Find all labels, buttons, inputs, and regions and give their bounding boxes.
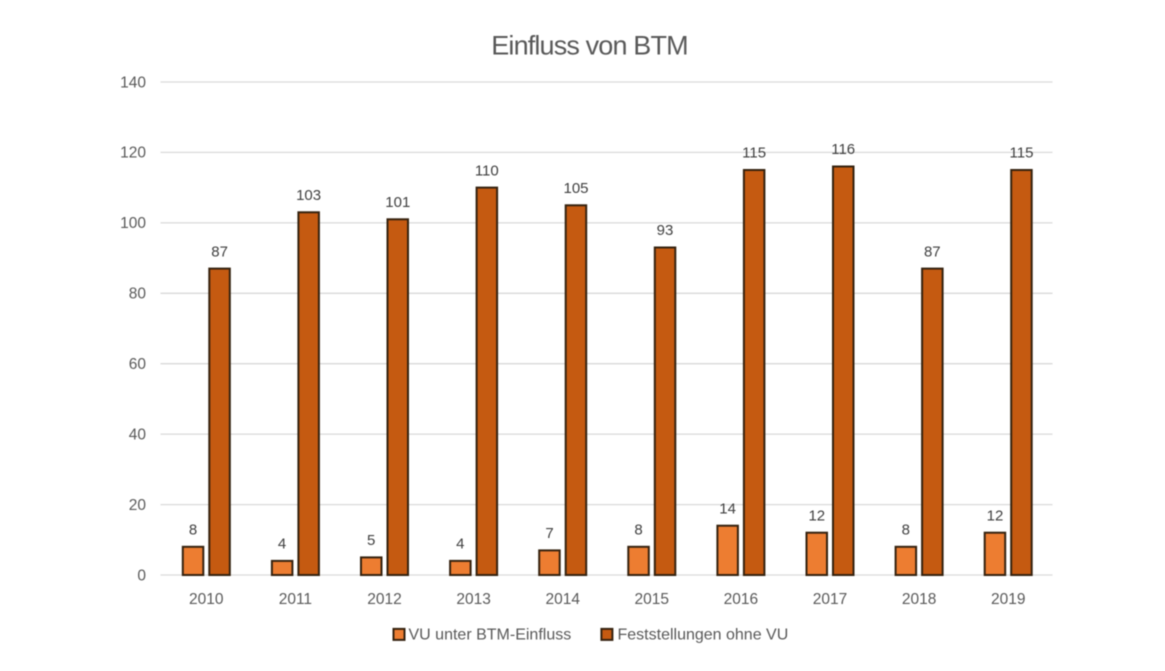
svg-text:2013: 2013 (456, 591, 490, 608)
svg-text:8: 8 (634, 522, 642, 539)
svg-text:101: 101 (385, 194, 410, 211)
svg-text:Einfluss von BTM: Einfluss von BTM (491, 31, 687, 61)
svg-text:8: 8 (189, 522, 197, 539)
svg-text:80: 80 (129, 286, 147, 303)
svg-text:87: 87 (211, 243, 228, 260)
svg-text:115: 115 (1010, 145, 1034, 162)
svg-text:60: 60 (129, 356, 147, 373)
svg-text:12: 12 (808, 507, 825, 524)
svg-text:Feststellungen ohne VU: Feststellungen ohne VU (618, 627, 789, 644)
svg-text:2018: 2018 (902, 591, 936, 608)
svg-text:87: 87 (924, 243, 941, 260)
svg-text:2015: 2015 (635, 591, 669, 608)
svg-text:110: 110 (475, 162, 499, 179)
svg-text:116: 116 (831, 141, 855, 158)
svg-text:7: 7 (545, 525, 553, 542)
svg-text:120: 120 (120, 145, 146, 162)
svg-text:2016: 2016 (724, 591, 758, 608)
svg-text:105: 105 (563, 180, 588, 197)
svg-text:2011: 2011 (279, 591, 312, 608)
svg-text:2010: 2010 (189, 591, 224, 608)
svg-text:20: 20 (129, 497, 147, 514)
svg-text:14: 14 (719, 500, 736, 517)
svg-text:100: 100 (120, 215, 146, 232)
svg-text:0: 0 (137, 567, 146, 584)
svg-text:2012: 2012 (367, 591, 401, 608)
svg-text:103: 103 (296, 187, 321, 204)
svg-text:140: 140 (120, 74, 146, 91)
svg-text:115: 115 (742, 145, 766, 162)
svg-text:8: 8 (902, 522, 910, 539)
svg-text:VU unter BTM-Einfluss: VU unter BTM-Einfluss (409, 627, 572, 644)
svg-text:4: 4 (456, 536, 464, 553)
svg-text:2014: 2014 (545, 591, 580, 608)
svg-text:2017: 2017 (813, 591, 847, 608)
svg-text:40: 40 (129, 426, 147, 443)
svg-text:2019: 2019 (991, 591, 1025, 608)
svg-text:12: 12 (987, 507, 1004, 524)
svg-text:5: 5 (367, 532, 375, 549)
svg-text:93: 93 (657, 222, 674, 239)
svg-text:4: 4 (278, 536, 286, 553)
